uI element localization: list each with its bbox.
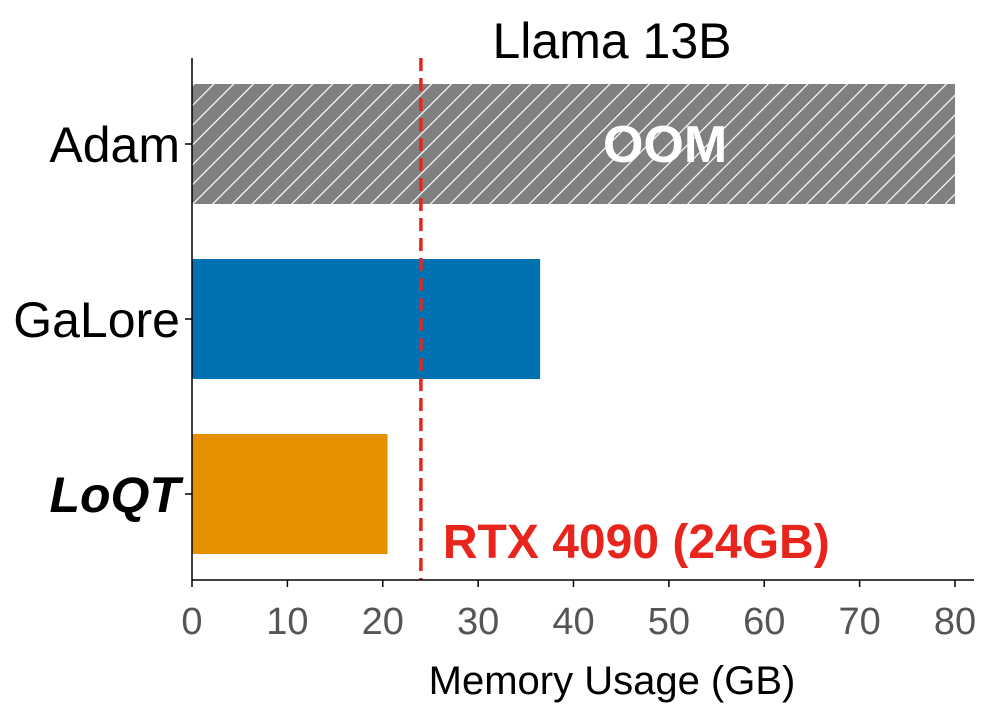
bars: OOM xyxy=(192,84,955,554)
y-tick-label: GaLore xyxy=(13,292,180,348)
x-tick-label: 50 xyxy=(648,601,690,643)
reference-line-label: RTX 4090 (24GB) xyxy=(443,516,830,569)
x-axis-label: Memory Usage (GB) xyxy=(429,659,796,703)
bar-annotation: OOM xyxy=(603,116,727,174)
x-tick-label: 10 xyxy=(266,601,308,643)
x-tick-label: 30 xyxy=(457,601,499,643)
x-tick-label: 40 xyxy=(552,601,594,643)
bar-galore xyxy=(192,259,541,379)
x-tick-label: 20 xyxy=(362,601,404,643)
bar-loqt xyxy=(192,434,388,554)
y-tick-label: Adam xyxy=(49,117,180,173)
chart-title: Llama 13B xyxy=(492,13,731,69)
axes: Adam GaLore LoQT 0 10 20 30 40 50 60 70 80 xyxy=(13,58,976,643)
bar-adam xyxy=(192,84,955,204)
y-tick-label: LoQT xyxy=(49,467,184,523)
x-tick-label: 0 xyxy=(181,601,202,643)
x-tick-label: 70 xyxy=(838,601,880,643)
x-tick-label: 80 xyxy=(934,601,976,643)
x-tick-label: 60 xyxy=(743,601,785,643)
reference-line-group: RTX 4090 (24GB) xyxy=(419,58,830,580)
